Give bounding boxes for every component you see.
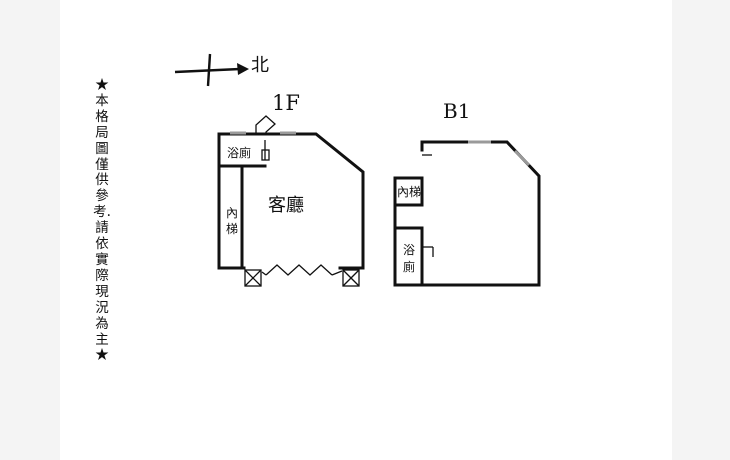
floor-b1-stairs-label: 內梯 [397,185,421,199]
plan-sheet [60,0,672,460]
floor-1f-stairs-label-line2: 梯 [226,222,238,236]
north-arrow-icon [174,53,249,87]
disclaimer-note: ★本格局圖僅供參考.請依實際現況為主★ [93,77,111,364]
floor-1f-bath-label: 浴廁 [227,145,251,160]
floor-b1-bath-label-line2: 廁 [403,259,415,274]
floor-b1-title: B1 [443,99,470,123]
compass-north-label: 北 [251,55,269,76]
floor-1f-plan [217,115,365,287]
floor-b1-bath-label-line1: 浴 [403,243,415,257]
floor-1f-stairs-label-line1: 內 [226,206,238,220]
floor-1f-living-room-label: 客廳 [268,195,304,216]
floor-b1-plan [393,140,541,287]
floor-1f-title: 1F [272,91,300,115]
